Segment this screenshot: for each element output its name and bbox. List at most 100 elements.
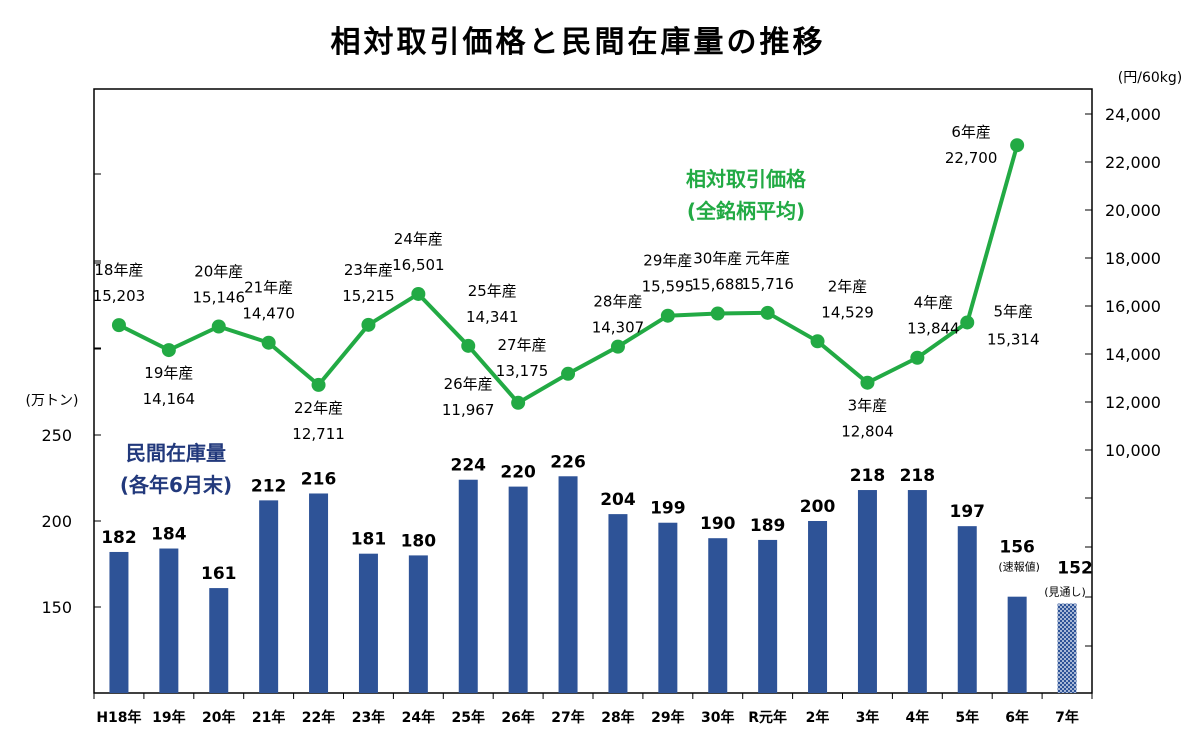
line-point-year-label: 23年産 bbox=[344, 261, 393, 279]
x-axis-tick-label: 5年 bbox=[955, 709, 979, 726]
bar bbox=[558, 476, 578, 693]
line-point-value-label: 14,529 bbox=[821, 303, 874, 321]
line-point bbox=[261, 335, 276, 350]
right-axis-tick-label: 18,000 bbox=[1105, 249, 1161, 268]
line-point bbox=[860, 375, 875, 390]
line-series-path bbox=[118, 144, 1020, 405]
x-axis-tick-label: 21年 bbox=[252, 709, 285, 726]
bar bbox=[907, 490, 927, 693]
x-axis-tick-label: 20年 bbox=[202, 709, 235, 726]
line-point-value-label: 13,175 bbox=[496, 362, 549, 380]
left-axis-unit: (万トン) bbox=[26, 393, 79, 409]
line-point-value-label: 14,470 bbox=[242, 305, 295, 323]
bar bbox=[857, 490, 877, 693]
plot-frame bbox=[93, 88, 1093, 694]
line-point-year-label: 30年産 bbox=[693, 249, 742, 267]
bar bbox=[508, 486, 528, 693]
x-axis-tick-label: 2年 bbox=[806, 709, 830, 726]
line-point-year-label: 2年産 bbox=[828, 277, 868, 295]
x-axis-tick-label: 4年 bbox=[905, 709, 929, 726]
bar bbox=[1007, 596, 1027, 693]
right-axis-unit: (円/60kg) bbox=[1118, 70, 1182, 86]
line-point-value-label: 14,307 bbox=[592, 319, 645, 337]
line-point-value-label: 16,501 bbox=[392, 256, 445, 274]
line-point bbox=[1010, 138, 1025, 153]
right-axis-tick-label: 24,000 bbox=[1105, 105, 1161, 124]
line-point-year-label: 元年産 bbox=[745, 249, 790, 267]
line-point-year-label: 25年産 bbox=[468, 282, 517, 300]
bar-series-name-line1: 民間在庫量 bbox=[126, 441, 226, 465]
bar bbox=[458, 479, 478, 693]
line-point bbox=[361, 317, 376, 332]
bar bbox=[209, 588, 229, 693]
right-axis-tick-label: 16,000 bbox=[1105, 297, 1161, 316]
line-point-year-label: 5年産 bbox=[993, 302, 1033, 320]
line-point-value-label: 12,711 bbox=[292, 425, 345, 443]
bar bbox=[1057, 603, 1077, 693]
line-point-year-label: 21年産 bbox=[244, 279, 293, 297]
line-point-year-label: 19年産 bbox=[144, 364, 193, 382]
line-point-year-label: 20年産 bbox=[194, 262, 243, 280]
bar-value-label: 216 bbox=[301, 469, 337, 489]
x-axis-tick-label: 30年 bbox=[701, 709, 734, 726]
bar-value-label: 182 bbox=[101, 528, 137, 548]
bar-value-label: 218 bbox=[900, 466, 936, 486]
line-point-value-label: 14,341 bbox=[466, 308, 519, 326]
x-axis-tick-label: 23年 bbox=[352, 709, 385, 726]
line-series-name-line1: 相対取引価格 bbox=[686, 167, 807, 191]
bar bbox=[708, 538, 728, 693]
bar-value-label: 181 bbox=[351, 530, 387, 550]
bar bbox=[309, 493, 329, 693]
line-point bbox=[660, 308, 675, 323]
line-point bbox=[710, 306, 725, 321]
bar bbox=[608, 514, 628, 693]
bar bbox=[259, 500, 279, 693]
bar-value-label: 204 bbox=[600, 490, 636, 510]
right-axis-tick-label: 10,000 bbox=[1105, 441, 1161, 460]
bar-value-label: 200 bbox=[800, 497, 836, 517]
bar bbox=[159, 548, 179, 693]
bar bbox=[758, 539, 778, 693]
bar bbox=[957, 526, 977, 693]
x-axis-tick-label: 27年 bbox=[551, 709, 584, 726]
line-point-year-label: 6年産 bbox=[951, 123, 991, 141]
line-point-year-label: 3年産 bbox=[848, 397, 888, 415]
chart-title: 相対取引価格と民間在庫量の推移 bbox=[331, 25, 826, 60]
right-axis-tick-label: 20,000 bbox=[1105, 201, 1161, 220]
right-axis-tick-label: 14,000 bbox=[1105, 345, 1161, 364]
x-axis-tick-label: 3年 bbox=[856, 709, 880, 726]
bar bbox=[109, 551, 129, 693]
line-point-year-label: 24年産 bbox=[394, 230, 443, 248]
x-axis-tick-label: 25年 bbox=[452, 709, 485, 726]
line-point bbox=[161, 343, 176, 358]
line-point bbox=[960, 315, 975, 330]
line-point-year-label: 26年産 bbox=[444, 375, 493, 393]
bar-value-label: 190 bbox=[700, 514, 736, 534]
left-axis-tick-label: 250 bbox=[41, 426, 72, 445]
line-point bbox=[561, 366, 576, 381]
line-point bbox=[311, 377, 326, 392]
line-point-value-label: 15,595 bbox=[642, 278, 695, 296]
x-axis-tick-label: 24年 bbox=[402, 709, 435, 726]
x-axis-tick-label: H18年 bbox=[96, 709, 141, 726]
line-point-value-label: 12,804 bbox=[841, 423, 894, 441]
x-axis-tick-label: 26年 bbox=[501, 709, 534, 726]
x-axis-tick-label: 6年 bbox=[1005, 709, 1029, 726]
right-axis-tick-label: 12,000 bbox=[1105, 393, 1161, 412]
bar bbox=[658, 522, 678, 693]
bar-value-label: 197 bbox=[950, 502, 986, 522]
bar-value-label: 212 bbox=[251, 476, 287, 496]
line-point bbox=[511, 395, 526, 410]
x-axis-tick-label: 22年 bbox=[302, 709, 335, 726]
bar bbox=[358, 553, 378, 693]
line-point bbox=[610, 339, 625, 354]
bar-value-label: 224 bbox=[451, 456, 487, 476]
bar-value-label: 180 bbox=[401, 531, 437, 551]
line-point bbox=[461, 338, 476, 353]
x-axis-tick-label: 7年 bbox=[1055, 709, 1079, 726]
line-point-value-label: 15,314 bbox=[987, 330, 1040, 348]
left-axis-tick-label: 150 bbox=[41, 598, 72, 617]
line-point-year-label: 27年産 bbox=[498, 336, 547, 354]
line-point-value-label: 15,146 bbox=[193, 288, 246, 306]
